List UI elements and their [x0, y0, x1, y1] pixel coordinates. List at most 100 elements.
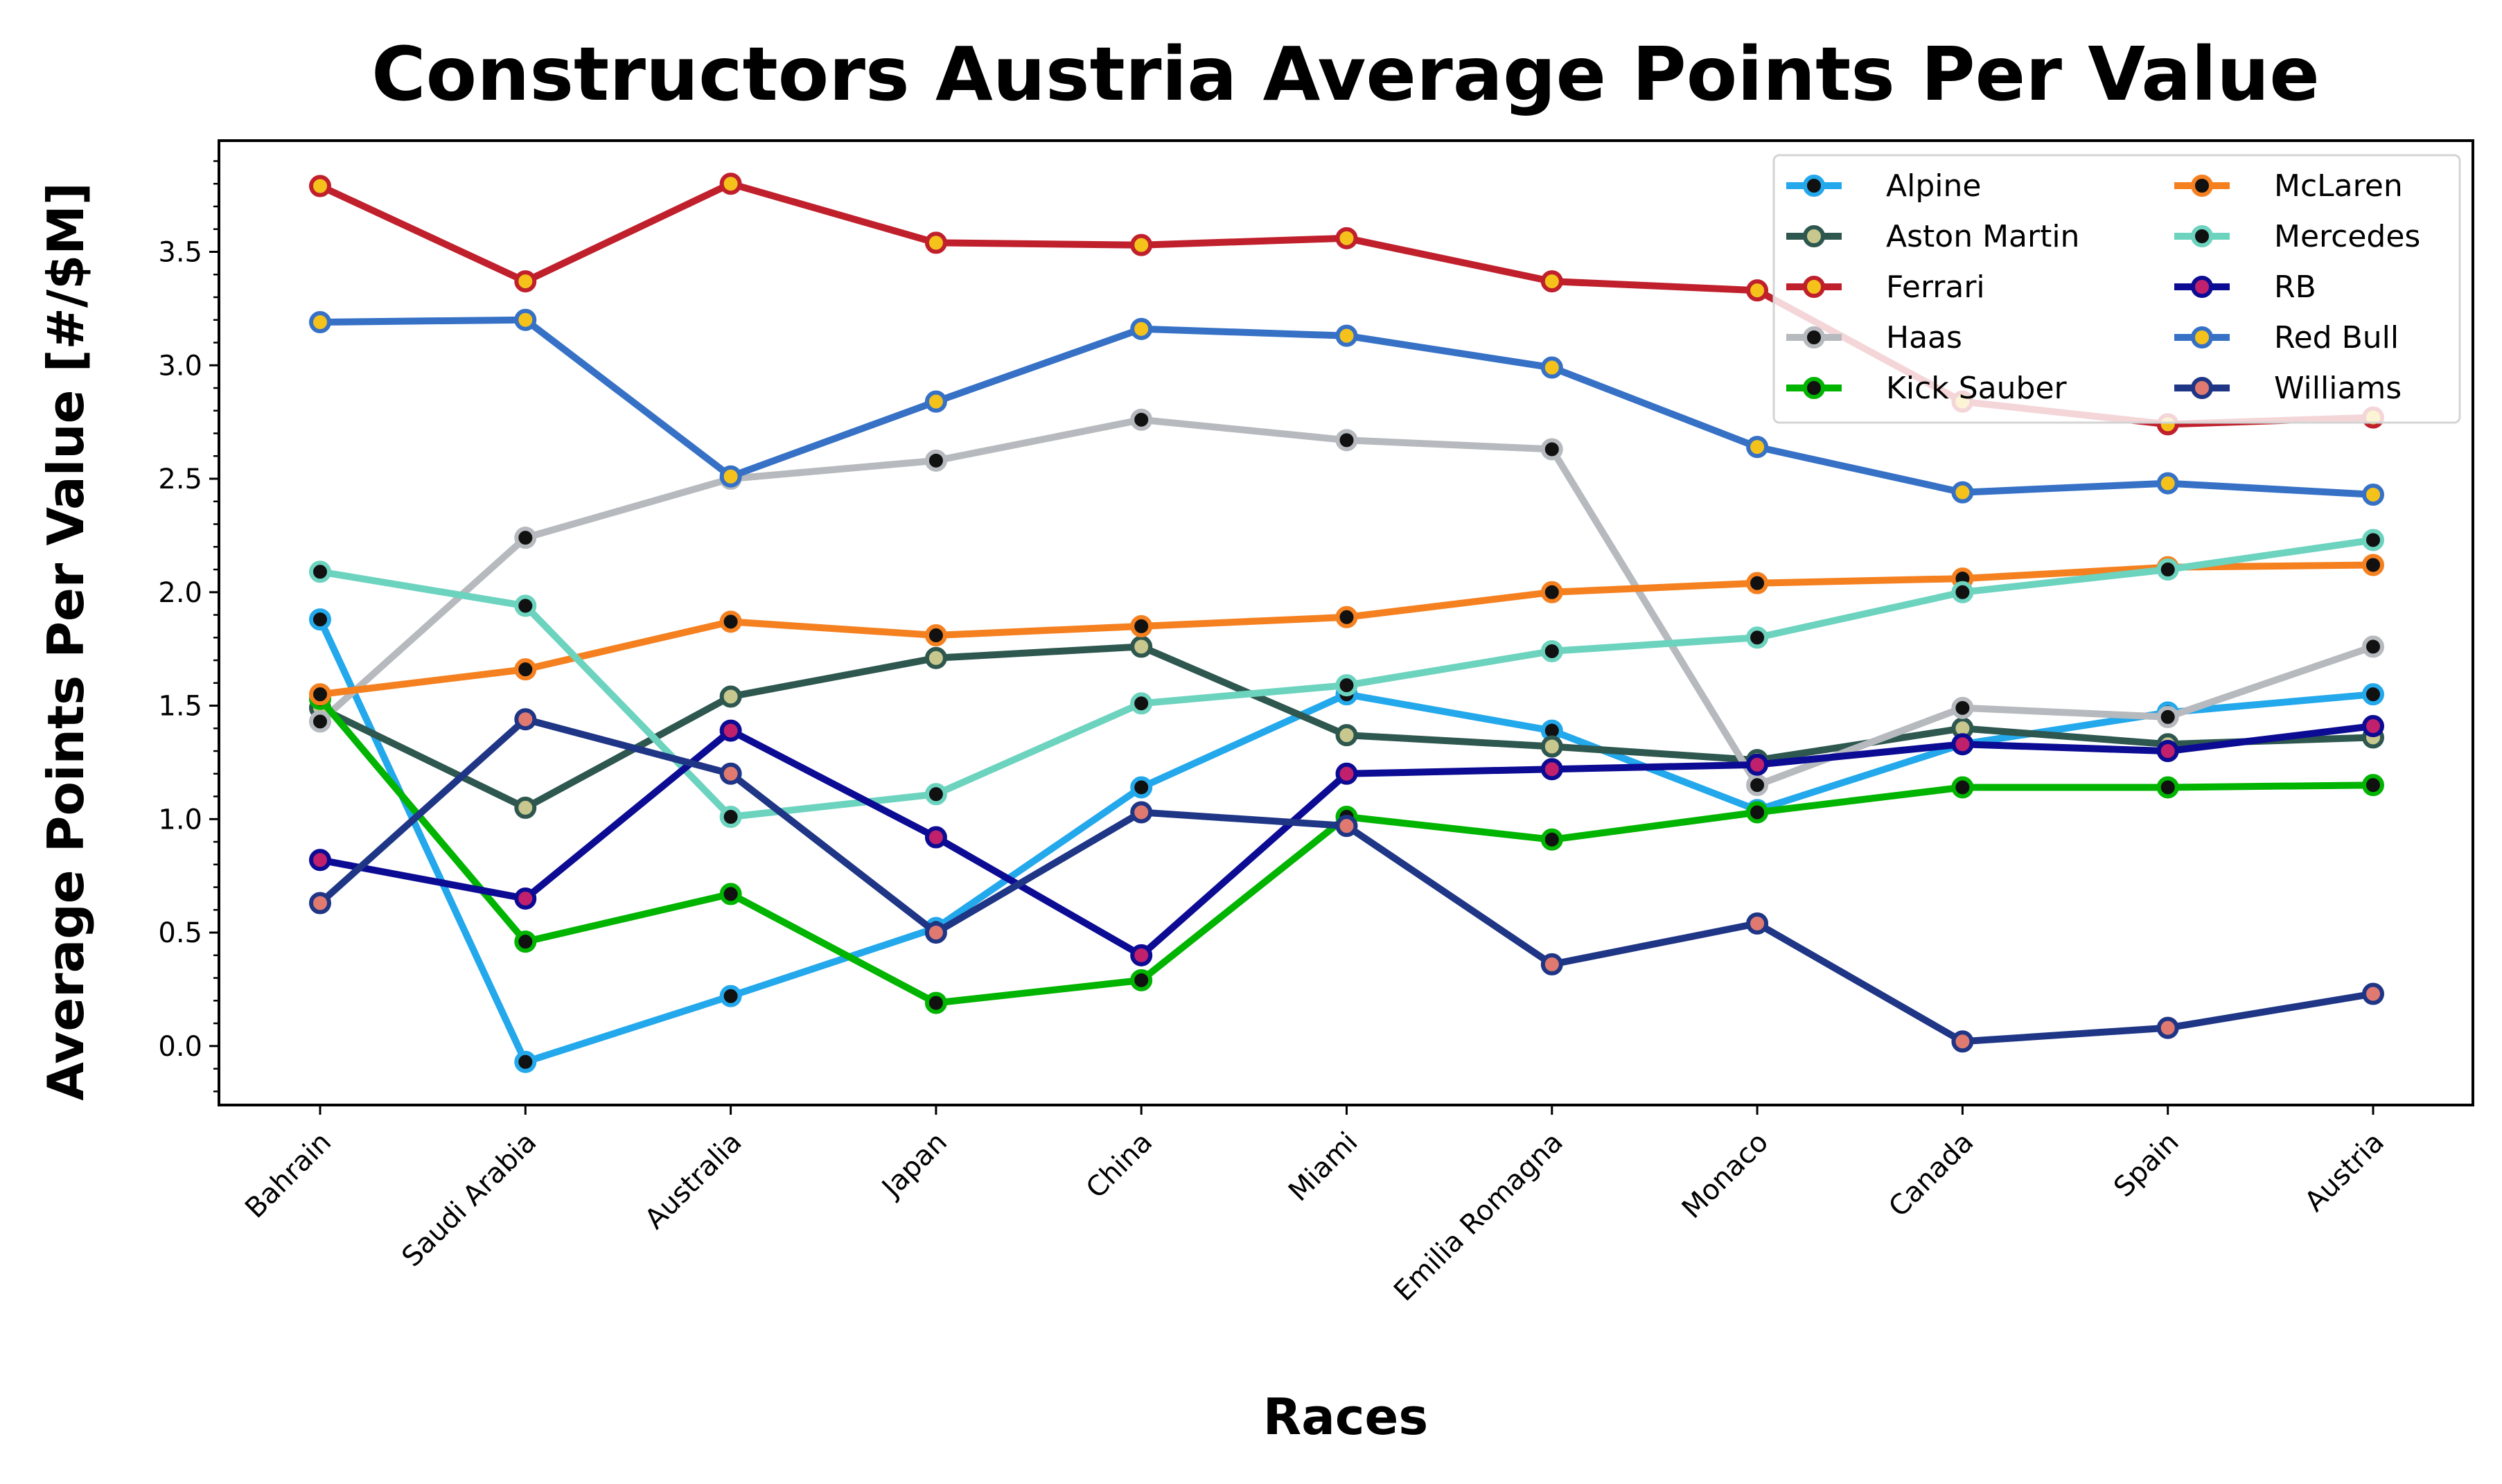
data-point-rb — [514, 887, 537, 910]
data-point-williams — [514, 708, 537, 731]
data-point-haas — [1951, 696, 1974, 719]
data-point-ferrari — [309, 175, 331, 197]
legend-marker — [2191, 377, 2213, 399]
data-point-aston-martin — [1540, 735, 1563, 758]
legend-marker — [1803, 377, 1825, 399]
data-point-mercedes — [1951, 581, 1974, 603]
legend-item-red-bull: Red Bull — [2174, 320, 2399, 355]
data-point-haas — [2362, 635, 2384, 658]
legend-label: Aston Martin — [1886, 219, 2079, 254]
data-point-rb — [1130, 944, 1153, 966]
legend: Alpine Aston Martin Ferrari Haas Kick Sauber… — [1772, 154, 2461, 424]
data-point-williams — [1130, 801, 1153, 824]
data-point-williams — [924, 921, 947, 944]
data-point-mclaren — [1130, 615, 1153, 637]
series-mercedes — [309, 529, 2384, 829]
data-point-mclaren — [924, 624, 947, 647]
x-axis-label: Races — [1263, 1388, 1428, 1446]
data-point-red-bull — [1540, 356, 1563, 379]
data-point-aston-martin — [719, 685, 742, 708]
data-point-mclaren — [1540, 581, 1563, 603]
legend-item-williams: Williams — [2174, 371, 2402, 406]
data-point-mercedes — [1335, 674, 1358, 697]
plot-frame — [218, 139, 2474, 1106]
data-point-ferrari — [719, 173, 742, 195]
data-point-aston-martin — [1335, 724, 1358, 747]
data-point-mercedes — [719, 806, 742, 829]
data-point-haas — [309, 710, 331, 733]
legend-label: Kick Sauber — [1886, 371, 2068, 406]
data-point-ferrari — [1335, 227, 1358, 249]
data-point-ferrari — [924, 231, 947, 254]
data-point-mercedes — [2362, 529, 2384, 551]
data-point-alpine — [309, 608, 331, 631]
legend-label: Williams — [2274, 371, 2402, 406]
legend-marker — [1803, 225, 1825, 247]
data-point-mercedes — [924, 783, 947, 806]
y-tick-label: 1.0 — [158, 804, 202, 836]
y-tick-label: 3.0 — [158, 350, 202, 382]
data-point-red-bull — [924, 390, 947, 413]
legend-item-mclaren: McLaren — [2174, 168, 2403, 204]
legend-item-aston-martin: Aston Martin — [1786, 219, 2079, 254]
data-point-haas — [1130, 408, 1153, 431]
data-point-haas — [1335, 429, 1358, 452]
legend-marker — [1803, 175, 1825, 197]
data-point-williams — [1951, 1030, 1974, 1053]
data-point-kick-sauber — [924, 991, 947, 1014]
data-point-alpine — [1130, 776, 1153, 799]
data-point-mercedes — [1746, 626, 1769, 649]
data-point-rb — [2156, 740, 2179, 763]
data-point-mclaren — [309, 683, 331, 706]
data-point-haas — [924, 449, 947, 472]
data-point-mercedes — [1540, 639, 1563, 662]
data-point-red-bull — [719, 465, 742, 488]
data-point-haas — [1540, 438, 1563, 461]
data-point-red-bull — [309, 311, 331, 334]
y-axis-label: Average Points Per Value [#/$M] — [37, 182, 95, 1101]
data-point-rb — [719, 719, 742, 742]
data-point-kick-sauber — [719, 883, 742, 906]
legend-label: McLaren — [2274, 168, 2403, 204]
data-point-mercedes — [514, 594, 537, 617]
data-point-haas — [1746, 774, 1769, 797]
legend-item-ferrari: Ferrari — [1786, 270, 1985, 305]
data-point-williams — [1335, 815, 1358, 838]
data-point-williams — [2362, 982, 2384, 1005]
data-point-red-bull — [2362, 483, 2384, 506]
legend-label: Red Bull — [2274, 320, 2399, 355]
series-williams — [309, 708, 2384, 1053]
data-point-rb — [1540, 758, 1563, 781]
data-point-ferrari — [1540, 270, 1563, 293]
legend-marker — [2191, 326, 2213, 348]
legend-marker — [1803, 326, 1825, 348]
data-point-ferrari — [1130, 233, 1153, 256]
y-tick-label: 2.5 — [158, 463, 202, 495]
data-point-red-bull — [1130, 317, 1153, 340]
legend-item-rb: RB — [2174, 270, 2316, 305]
data-point-kick-sauber — [2362, 774, 2384, 797]
data-point-red-bull — [2156, 472, 2179, 495]
data-point-aston-martin — [1130, 635, 1153, 658]
data-point-alpine — [719, 984, 742, 1007]
data-point-mclaren — [514, 658, 537, 681]
data-point-williams — [2156, 1016, 2179, 1039]
y-tick-label: 0.5 — [158, 917, 202, 949]
legend-marker — [2191, 276, 2213, 298]
data-point-rb — [924, 826, 947, 849]
legend-item-mercedes: Mercedes — [2174, 219, 2420, 254]
data-point-ferrari — [1746, 279, 1769, 302]
legend-item-haas: Haas — [1786, 320, 1962, 355]
data-point-williams — [1540, 953, 1563, 975]
legend-box — [1772, 154, 2461, 424]
data-point-williams — [719, 762, 742, 785]
data-point-mercedes — [1130, 692, 1153, 715]
chart-title: Constructors Austria Average Points Per … — [371, 32, 2320, 118]
data-point-red-bull — [1746, 436, 1769, 459]
series-red-bull — [309, 308, 2384, 506]
data-point-kick-sauber — [1540, 828, 1563, 851]
legend-marker — [2191, 225, 2213, 247]
y-tick-label: 1.5 — [158, 691, 202, 723]
series-lines — [309, 173, 2384, 1073]
